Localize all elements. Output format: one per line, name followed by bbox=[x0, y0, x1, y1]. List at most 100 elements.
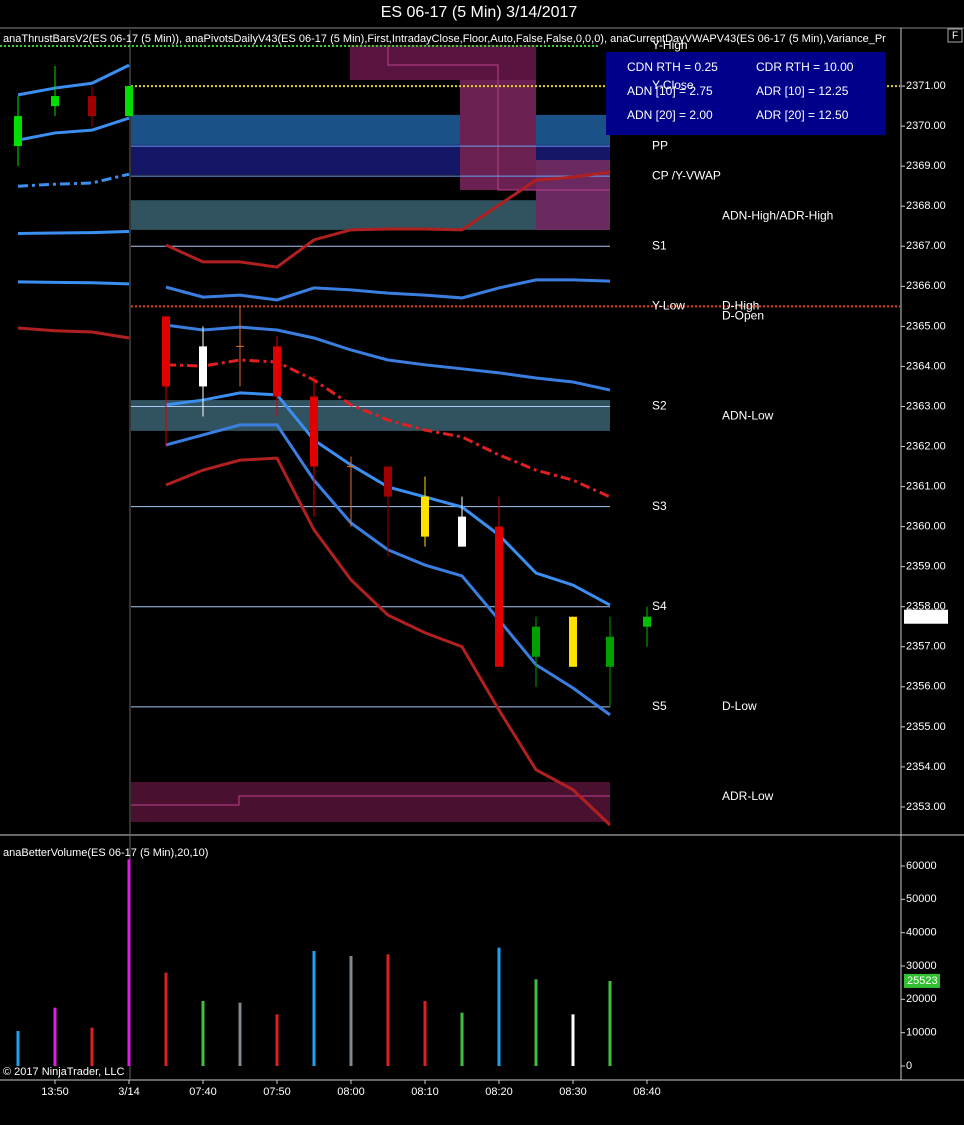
volume-bar bbox=[238, 1002, 242, 1066]
y-tick-label: 2359.00 bbox=[906, 561, 946, 573]
x-tick-label: 08:40 bbox=[633, 1086, 661, 1098]
y-tick-label: 2362.00 bbox=[906, 440, 946, 452]
candle-body bbox=[14, 116, 22, 147]
level-label: CP /Y-VWAP bbox=[652, 168, 721, 182]
adr-line bbox=[131, 795, 610, 806]
y-tick-label: 50000 bbox=[906, 893, 937, 905]
volume-bar bbox=[312, 951, 316, 1066]
price-label-box bbox=[904, 609, 948, 624]
candle-body bbox=[310, 396, 318, 467]
y-tick-label: 2371.00 bbox=[906, 80, 946, 92]
level-label: ADR-Low bbox=[722, 789, 774, 803]
volume-bar bbox=[164, 972, 168, 1066]
x-tick-label: 13:50 bbox=[41, 1086, 69, 1098]
y-tick-label: 10000 bbox=[906, 1027, 937, 1039]
y-tick-label: 0 bbox=[906, 1060, 912, 1072]
adr-zone bbox=[536, 160, 610, 230]
level-label: D-High bbox=[722, 299, 759, 313]
x-tick-label: 08:10 bbox=[411, 1086, 439, 1098]
stats-text: CDN RTH = 0.25 bbox=[627, 60, 718, 74]
y-tick-label: 2353.00 bbox=[906, 801, 946, 813]
candle-body bbox=[88, 96, 96, 117]
indicator-line bbox=[17, 326, 130, 340]
candle-body bbox=[199, 346, 207, 387]
adr-line bbox=[387, 45, 610, 191]
plot: 2353.00 2354.00 2355.00 2356.00 2357.00 2358.… bbox=[0, 45, 946, 1098]
button[interactable] bbox=[947, 28, 963, 43]
button-label[interactable]: F bbox=[952, 31, 958, 42]
volume-label-box bbox=[904, 973, 940, 988]
y-tick-label: 2365.00 bbox=[906, 320, 946, 332]
x-tick-label: 3/14 bbox=[118, 1086, 139, 1098]
volume-bar bbox=[608, 980, 612, 1066]
volume-bar bbox=[16, 1031, 20, 1066]
chart-title: ES 06-17 (5 Min) 3/14/2017 bbox=[381, 4, 578, 21]
candle-body bbox=[458, 516, 466, 547]
indicator-line bbox=[17, 280, 130, 286]
level-label: Y-Close bbox=[652, 78, 694, 92]
y-tick-label: 2370.00 bbox=[906, 120, 946, 132]
volume-bar bbox=[423, 1001, 427, 1066]
level-label: S5 bbox=[652, 699, 667, 713]
x-tick-label: 08:20 bbox=[485, 1086, 513, 1098]
candle-body bbox=[569, 616, 577, 667]
y-tick-label: 60000 bbox=[906, 860, 937, 872]
candle-body bbox=[421, 496, 429, 537]
volume-bar bbox=[386, 954, 390, 1066]
volume-label: 25523 bbox=[907, 975, 938, 987]
indicator-line bbox=[17, 229, 130, 235]
volume-bar bbox=[571, 1014, 575, 1066]
candle-body bbox=[643, 616, 651, 627]
volume-bar bbox=[497, 947, 501, 1066]
indicator-label: anaThrustBarsV2(ES 06-17 (5 Min)), anaPi… bbox=[3, 33, 886, 45]
overlay: Y-High Y-Close PP CP /Y-VWAP S1 Y-Low S2 S3 S4 S5… bbox=[627, 38, 948, 988]
y-tick-label: 2355.00 bbox=[906, 721, 946, 733]
level-label: ADN-Low bbox=[722, 409, 774, 423]
y-tick-label: 40000 bbox=[906, 927, 937, 939]
level-label: D-Open bbox=[722, 309, 764, 323]
level-label: ADN-High/ADR-High bbox=[722, 208, 833, 222]
candle-body bbox=[273, 346, 281, 397]
y-tick-label: 2358.00 bbox=[906, 601, 946, 613]
stats-text: ADR [10] = 12.25 bbox=[756, 84, 849, 98]
candle-body bbox=[495, 526, 503, 667]
indicator-label: anaBetterVolume(ES 06-17 (5 Min),20,10) bbox=[3, 847, 208, 859]
volume-bar bbox=[275, 1014, 279, 1066]
zone bbox=[131, 400, 610, 431]
level-label: D-Low bbox=[722, 699, 757, 713]
candle-body bbox=[532, 626, 540, 657]
candle-body bbox=[51, 96, 59, 107]
candle-body bbox=[384, 466, 392, 497]
level-label: Y-High bbox=[652, 38, 688, 52]
indicator-line bbox=[165, 278, 611, 302]
y-tick-label: 2367.00 bbox=[906, 240, 946, 252]
stats-text: ADN [10] = 2.75 bbox=[627, 84, 713, 98]
y-tick-label: 20000 bbox=[906, 993, 937, 1005]
x-tick-label: 07:40 bbox=[189, 1086, 217, 1098]
y-tick-label: 2354.00 bbox=[906, 761, 946, 773]
x-tick-label: 08:30 bbox=[559, 1086, 587, 1098]
y-tick-label: 2364.00 bbox=[906, 360, 946, 372]
volume-bar bbox=[534, 979, 538, 1066]
volume-bar bbox=[127, 859, 131, 1066]
indicator-line bbox=[165, 456, 612, 827]
level-label: PP bbox=[652, 138, 668, 152]
y-tick-label: 30000 bbox=[906, 960, 937, 972]
indicator-line bbox=[17, 63, 130, 97]
price-label: 2357.75 bbox=[907, 611, 947, 623]
level-label: S3 bbox=[652, 499, 667, 513]
y-tick-label: 2363.00 bbox=[906, 400, 946, 412]
stats-text: CDR RTH = 10.00 bbox=[756, 60, 854, 74]
x-tick-label: 08:00 bbox=[337, 1086, 365, 1098]
y-tick-label: 2369.00 bbox=[906, 160, 946, 172]
indicator-line bbox=[165, 170, 611, 269]
y-tick-label: 2357.00 bbox=[906, 641, 946, 653]
level-label: S2 bbox=[652, 399, 667, 413]
x-tick-label: 07:50 bbox=[263, 1086, 291, 1098]
zone bbox=[131, 200, 610, 230]
volume-bar bbox=[349, 956, 353, 1066]
level-label: S1 bbox=[652, 238, 667, 252]
indicator-line bbox=[17, 172, 130, 188]
y-tick-label: 2361.00 bbox=[906, 480, 946, 492]
volume-bar bbox=[90, 1027, 94, 1066]
